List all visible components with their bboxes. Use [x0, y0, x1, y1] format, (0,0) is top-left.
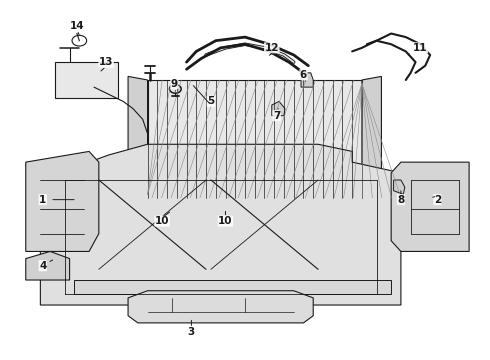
Polygon shape [147, 80, 362, 198]
Text: 3: 3 [188, 327, 195, 337]
Polygon shape [74, 280, 391, 294]
Polygon shape [128, 76, 147, 205]
Polygon shape [128, 291, 313, 323]
Polygon shape [26, 152, 99, 251]
Text: 10: 10 [218, 216, 233, 226]
Text: 10: 10 [155, 216, 170, 226]
Text: 5: 5 [207, 96, 215, 107]
Polygon shape [40, 144, 401, 305]
Text: 1: 1 [39, 195, 47, 204]
Text: 9: 9 [171, 78, 178, 89]
Text: 12: 12 [265, 43, 279, 53]
Polygon shape [55, 62, 118, 98]
Polygon shape [393, 180, 405, 194]
Text: 4: 4 [39, 261, 47, 271]
Text: 6: 6 [300, 69, 307, 80]
Polygon shape [26, 251, 70, 280]
Text: 11: 11 [413, 43, 428, 53]
Polygon shape [272, 102, 285, 116]
Text: 13: 13 [99, 57, 113, 67]
Text: 2: 2 [434, 195, 441, 204]
Polygon shape [301, 73, 313, 87]
Text: 14: 14 [70, 21, 84, 31]
Text: 7: 7 [273, 111, 280, 121]
Polygon shape [391, 162, 469, 251]
Text: 8: 8 [397, 195, 405, 204]
Polygon shape [362, 76, 381, 205]
